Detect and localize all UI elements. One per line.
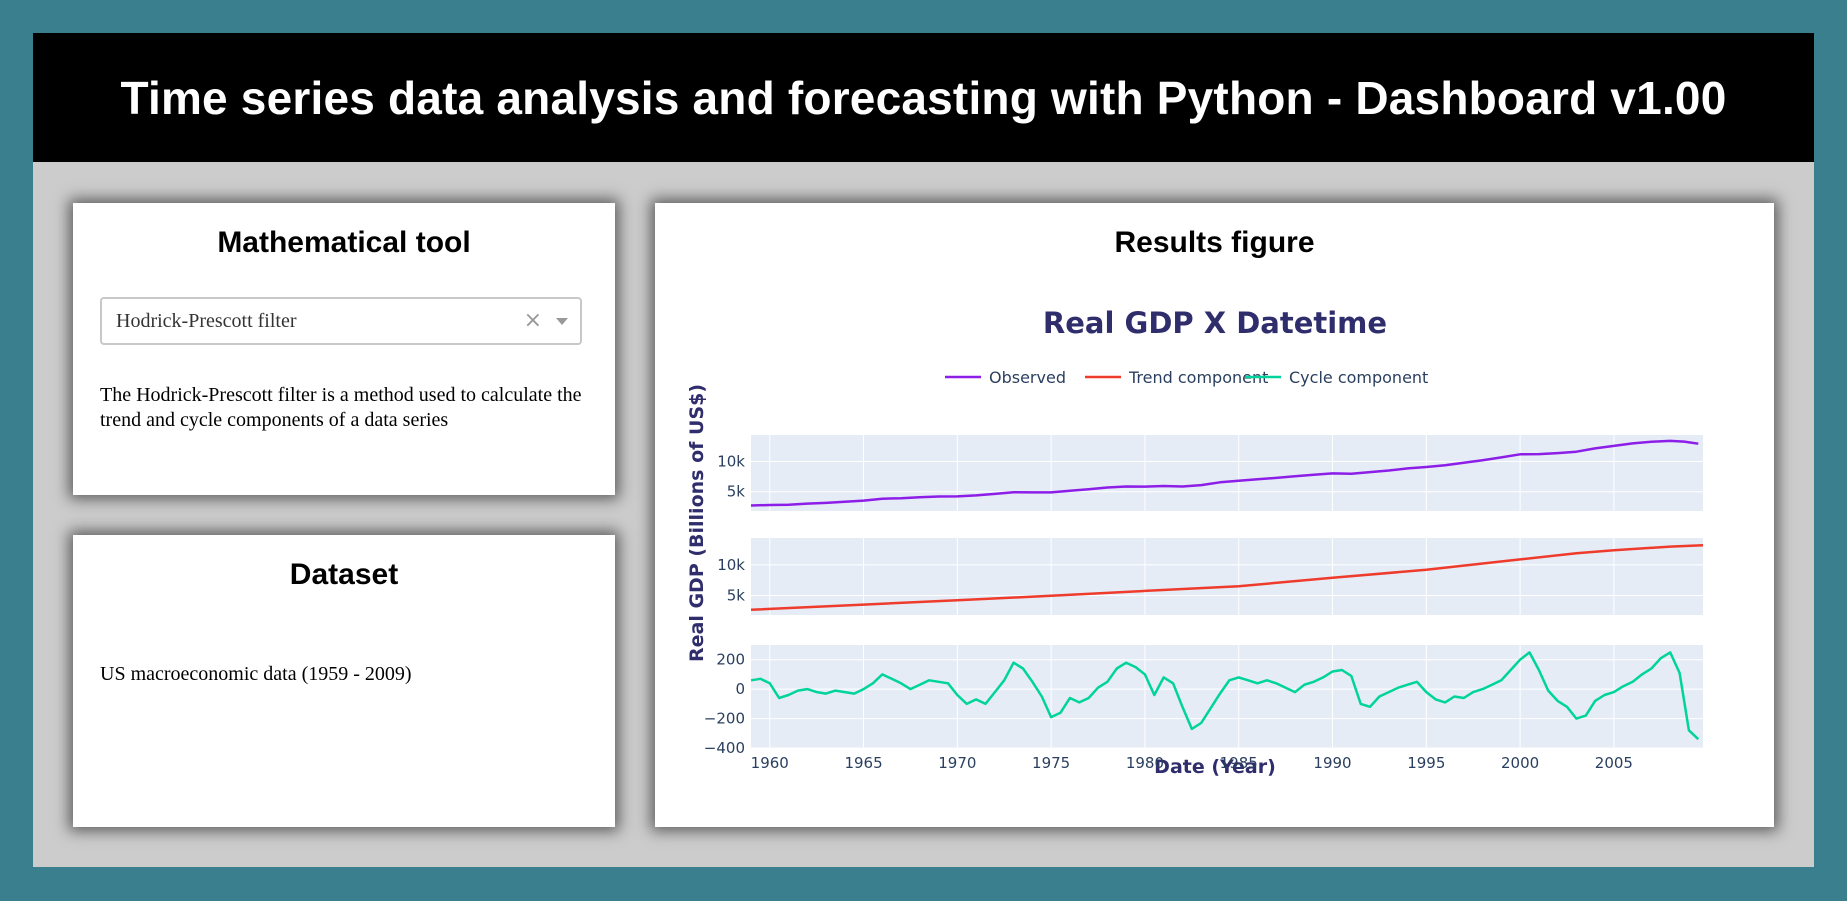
tool-select-dropdown[interactable]: Hodrick-Prescott filter × [100, 297, 582, 345]
y-tick-label: 10k [717, 556, 745, 574]
clear-icon[interactable]: × [523, 308, 542, 333]
results-card: Results figure Real GDP X Datetime Date … [655, 203, 1774, 827]
x-tick-label: 1980 [1126, 754, 1164, 772]
x-tick-label: 2005 [1595, 754, 1633, 772]
x-tick-label: 1970 [938, 754, 976, 772]
chart-legend[interactable]: Observed Trend component Cycle component [945, 368, 1428, 387]
chevron-down-icon[interactable] [556, 318, 568, 325]
y-tick-label: −200 [704, 710, 745, 728]
tool-description: The Hodrick-Prescott filter is a method … [100, 384, 582, 431]
tool-card: Mathematical tool Hodrick-Prescott filte… [73, 203, 615, 495]
results-card-title: Results figure [1114, 226, 1315, 259]
series-line-observed[interactable] [750, 439, 1699, 507]
x-tick-label: 1990 [1313, 754, 1351, 772]
y-tick-label: −400 [704, 739, 745, 757]
legend-label-1[interactable]: Observed [989, 368, 1066, 387]
legend-label-2[interactable]: Trend component [1128, 368, 1268, 387]
x-tick-label: 1975 [1032, 754, 1070, 772]
y-tick-label: 0 [735, 680, 745, 698]
y-tick-label: 5k [727, 483, 746, 501]
chart-panel-3: 200 0 −200 −400 [704, 645, 1703, 757]
y-tick-label: 10k [717, 453, 745, 471]
dataset-card: Dataset US macroeconomic data (1959 - 20… [73, 535, 615, 827]
plot-background [751, 645, 1703, 748]
dataset-card-title: Dataset [289, 558, 399, 591]
chart-panel-1: 5k 10k [717, 435, 1703, 511]
chart-y-axis-label: Real GDP (Billions of US$) [686, 384, 708, 662]
dataset-value: US macroeconomic data (1959 - 2009) [100, 663, 412, 685]
chart-x-axis-label: Date (Year) [1154, 756, 1276, 778]
x-tick-label: 1965 [844, 754, 882, 772]
y-tick-label: 200 [716, 651, 745, 669]
x-tick-label: 1995 [1407, 754, 1445, 772]
y-tick-label: 5k [727, 586, 746, 604]
results-chart: Real GDP X Datetime Date (Year) Real GDP… [686, 306, 1704, 778]
tool-card-title: Mathematical tool [217, 226, 471, 259]
page-title: Time series data analysis and forecastin… [120, 71, 1727, 124]
chart-panel-2: 5k 10k [717, 538, 1704, 615]
x-tick-label: 1960 [751, 754, 789, 772]
x-tick-label: 2000 [1501, 754, 1539, 772]
chart-title: Real GDP X Datetime [1043, 306, 1387, 340]
app-frame: Time series data analysis and forecastin… [33, 33, 1814, 867]
series-line-cycle-component[interactable] [750, 651, 1700, 741]
legend-label-3[interactable]: Cycle component [1289, 368, 1428, 387]
series-line-trend-component[interactable] [750, 544, 1704, 612]
page-header: Time series data analysis and forecastin… [33, 33, 1814, 162]
x-tick-label: 1985 [1220, 754, 1258, 772]
tool-select-value: Hodrick-Prescott filter [116, 309, 297, 332]
